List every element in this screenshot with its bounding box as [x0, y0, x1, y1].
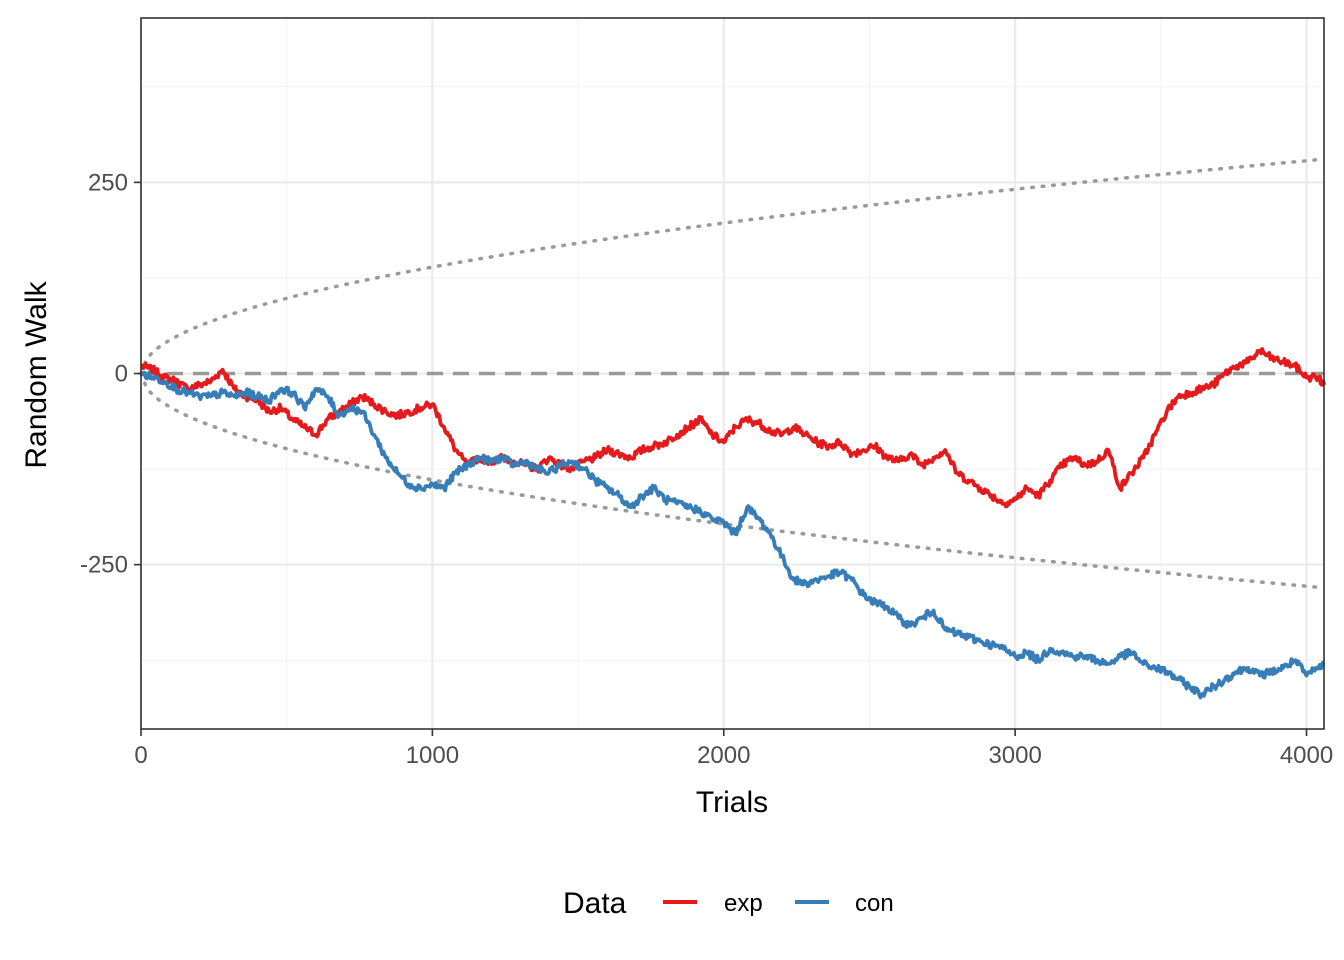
series-lines [140, 347, 1326, 700]
x-axis-title: Trials [696, 786, 768, 819]
minor-gridlines [141, 18, 1324, 729]
reference-lines [139, 157, 1326, 590]
x-tick-label: 2000 [697, 742, 750, 769]
x-tick-label: 0 [134, 742, 147, 769]
legend: Data exp con [563, 887, 894, 920]
legend-label-exp: exp [724, 890, 763, 917]
y-tick-label: 250 [88, 169, 128, 196]
y-tick-label: 0 [115, 361, 128, 388]
x-tick-label: 4000 [1280, 742, 1333, 769]
x-tick-label: 1000 [406, 742, 459, 769]
legend-title: Data [563, 887, 627, 920]
series-line-con [140, 370, 1326, 700]
y-axis-title: Random Walk [20, 280, 53, 468]
axis-ticks: 0 1000 2000 3000 4000 -250 0 250 [80, 169, 1333, 769]
lower-bound-line [139, 371, 1326, 590]
y-tick-label: -250 [80, 552, 128, 579]
series-line-exp [140, 347, 1326, 509]
upper-bound-line [139, 157, 1326, 376]
legend-label-con: con [855, 890, 894, 917]
x-tick-label: 3000 [988, 742, 1041, 769]
